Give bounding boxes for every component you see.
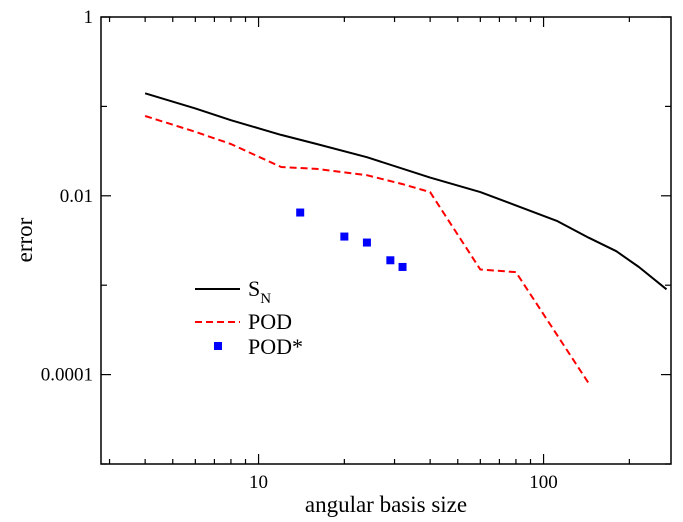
data-point-pod — [386, 256, 395, 265]
legend: SN POD POD* — [195, 276, 303, 359]
y-tick-label: 0.01 — [60, 186, 93, 207]
data-point-pod — [296, 208, 305, 217]
axis-ticks — [101, 16, 671, 465]
series-line-pod — [144, 115, 590, 384]
data-point-pod — [362, 238, 371, 247]
x-axis-label: angular basis size — [305, 492, 467, 517]
legend-swatch-pod-star — [214, 342, 222, 350]
tick-labels: 10 100 1 0.01 0.0001 — [41, 7, 558, 493]
y-axis-label: error — [12, 217, 37, 262]
data-point-pod — [398, 262, 407, 271]
data-point-pod — [340, 232, 349, 241]
legend-label-sn: SN — [248, 276, 271, 307]
plot-frame — [100, 16, 672, 465]
y-tick-label: 0.0001 — [41, 365, 93, 386]
legend-label-pod: POD — [248, 309, 292, 334]
series-layer — [144, 92, 668, 384]
y-tick-label: 1 — [84, 7, 94, 28]
x-tick-label: 100 — [529, 472, 558, 493]
series-line-sn — [144, 92, 668, 291]
x-tick-label: 10 — [249, 472, 268, 493]
legend-label-pod-star: POD* — [248, 334, 303, 359]
